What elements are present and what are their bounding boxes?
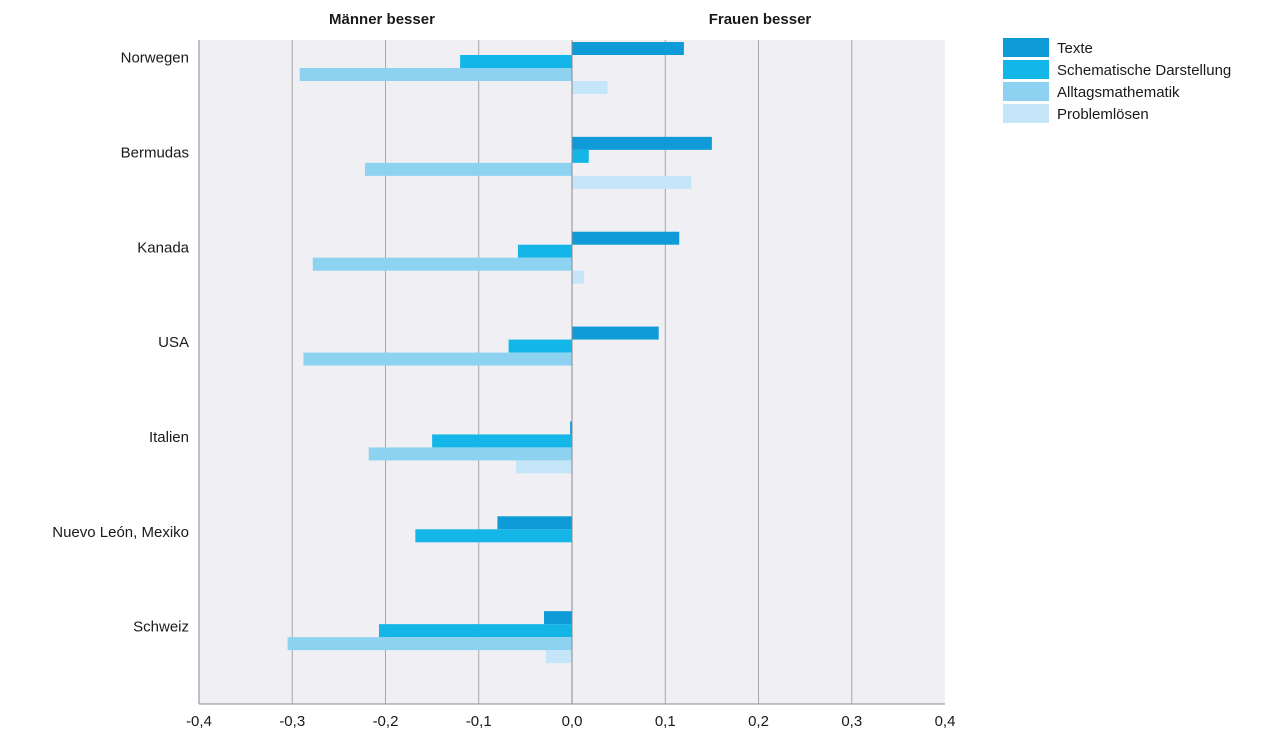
bar — [460, 55, 572, 68]
category-label: Norwegen — [121, 50, 189, 67]
bar — [287, 637, 572, 651]
header-left: Männer besser — [329, 11, 435, 28]
bar — [415, 529, 572, 543]
category-label: Bermudas — [121, 144, 189, 161]
bar — [312, 257, 572, 271]
x-tick-labels: -0,4 -0,3 -0,2 -0,1 0,0 0,1 0,2 0,3 0,4 — [186, 713, 955, 730]
bar — [299, 68, 572, 81]
legend-swatch — [1003, 104, 1049, 123]
bar — [545, 650, 572, 664]
category-label: USA — [158, 334, 189, 351]
bar — [378, 624, 572, 638]
category-label: Italien — [149, 429, 189, 446]
x-tick-label: -0,3 — [279, 713, 305, 730]
x-tick-label: -0,4 — [186, 713, 212, 730]
legend-swatch — [1003, 60, 1049, 79]
category-label: Nuevo León, Mexiko — [52, 524, 189, 541]
legend-swatch — [1003, 38, 1049, 57]
bar — [572, 270, 585, 284]
bar — [572, 231, 680, 245]
legend-label: Texte — [1057, 40, 1093, 57]
bar — [572, 42, 684, 55]
bar — [572, 175, 692, 189]
bar — [572, 149, 589, 163]
bar — [303, 352, 572, 366]
x-tick-label: 0,3 — [841, 713, 862, 730]
x-tick-label: 0,1 — [655, 713, 676, 730]
category-label: Kanada — [137, 239, 189, 256]
bar — [544, 611, 572, 625]
gridlines — [291, 40, 853, 704]
legend-label: Alltagsmathematik — [1057, 84, 1180, 101]
bars — [287, 42, 712, 664]
x-tick-label: 0,2 — [748, 713, 769, 730]
legend: Texte Schematische Darstellung Alltagsmath… — [1003, 38, 1231, 123]
bar — [364, 162, 572, 176]
bar — [517, 244, 572, 258]
bar — [572, 326, 659, 340]
bar — [570, 421, 572, 435]
x-tick-label: 0,0 — [562, 713, 583, 730]
x-tick-label: -0,2 — [373, 713, 399, 730]
x-tick-label: -0,1 — [466, 713, 492, 730]
bar — [432, 434, 572, 448]
category-labels: Norwegen Bermudas Kanada USA Italien Nuevo Le… — [52, 50, 189, 636]
legend-label: Schematische Darstellung — [1057, 62, 1231, 79]
x-tick-label: 0,4 — [935, 713, 956, 730]
header-right: Frauen besser — [709, 11, 812, 28]
bar — [516, 460, 572, 474]
legend-label: Problemlösen — [1057, 106, 1149, 123]
category-label: Schweiz — [133, 619, 189, 636]
bar — [508, 339, 572, 353]
legend-swatch — [1003, 82, 1049, 101]
bar — [572, 136, 712, 150]
bar — [497, 516, 572, 530]
bar — [368, 447, 572, 461]
bar — [572, 81, 608, 94]
